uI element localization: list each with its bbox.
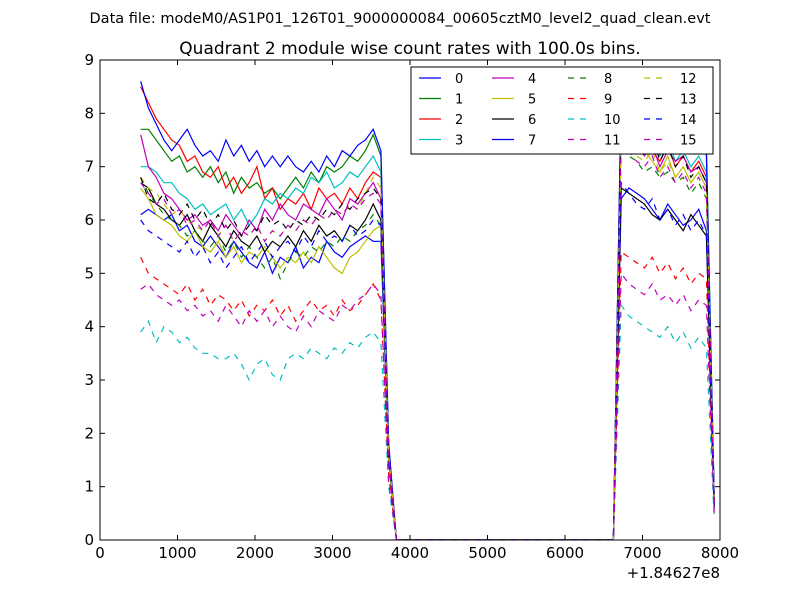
- y-tick-label: 2: [84, 424, 94, 442]
- legend-label-1: 1: [455, 93, 463, 108]
- legend-label-0: 0: [455, 72, 463, 87]
- x-tick-label: 2000: [236, 544, 274, 562]
- series-line-3: [140, 102, 715, 540]
- x-tick-label: 0: [95, 544, 105, 562]
- x-tick-label: 7000: [623, 544, 661, 562]
- series-line-6: [140, 182, 715, 540]
- x-offset-label: +1.84627e8: [627, 564, 720, 582]
- x-tick-label: 6000: [546, 544, 584, 562]
- series-line-2: [140, 86, 715, 540]
- legend-label-11: 11: [604, 134, 621, 149]
- legend-label-4: 4: [528, 72, 536, 87]
- suptitle: Data file: modeM0/AS1P01_126T01_90000000…: [90, 11, 711, 27]
- series-line-8: [140, 143, 715, 540]
- y-tick-label: 5: [84, 264, 94, 282]
- x-tick-label: 5000: [468, 544, 506, 562]
- legend-frame: [410, 66, 714, 155]
- series-line-5: [140, 113, 715, 540]
- legend-label-13: 13: [680, 93, 697, 108]
- series-line-4: [140, 113, 715, 540]
- legend-label-10: 10: [604, 113, 621, 128]
- series-line-12: [140, 132, 715, 540]
- legend-label-15: 15: [680, 134, 697, 149]
- legend-label-7: 7: [528, 134, 536, 149]
- series-line-0: [140, 187, 715, 540]
- legend-label-6: 6: [528, 113, 536, 128]
- y-tick-label: 6: [84, 211, 94, 229]
- legend-label-12: 12: [680, 72, 697, 87]
- x-tick-label: 8000: [701, 544, 739, 562]
- legend-label-3: 3: [455, 134, 463, 149]
- legend-label-5: 5: [528, 93, 536, 108]
- legend-label-8: 8: [604, 72, 612, 87]
- series-line-10: [140, 303, 715, 540]
- y-tick-label: 9: [84, 51, 94, 69]
- series-line-15: [140, 138, 715, 540]
- y-tick-label: 0: [84, 531, 94, 549]
- x-tick-label: 3000: [313, 544, 351, 562]
- legend-label-2: 2: [455, 113, 463, 128]
- legend-label-14: 14: [680, 113, 697, 128]
- y-tick-label: 4: [84, 318, 94, 336]
- y-tick-label: 1: [84, 478, 94, 496]
- axis-ticks: 0 1000 2000 3000 4000 5000 6000 7000 80000123456…: [84, 51, 739, 562]
- legend-label-9: 9: [604, 93, 612, 108]
- series-line-9: [140, 250, 715, 540]
- y-tick-label: 3: [84, 371, 94, 389]
- series-line-11: [140, 271, 715, 540]
- series-layer: [140, 81, 715, 540]
- x-tick-label: 4000: [391, 544, 429, 562]
- y-tick-label: 7: [84, 158, 94, 176]
- x-tick-label: 1000: [158, 544, 196, 562]
- chart-title: Quadrant 2 module wise count rates with …: [179, 39, 640, 59]
- series-line-14: [140, 180, 715, 540]
- y-tick-label: 8: [84, 104, 94, 122]
